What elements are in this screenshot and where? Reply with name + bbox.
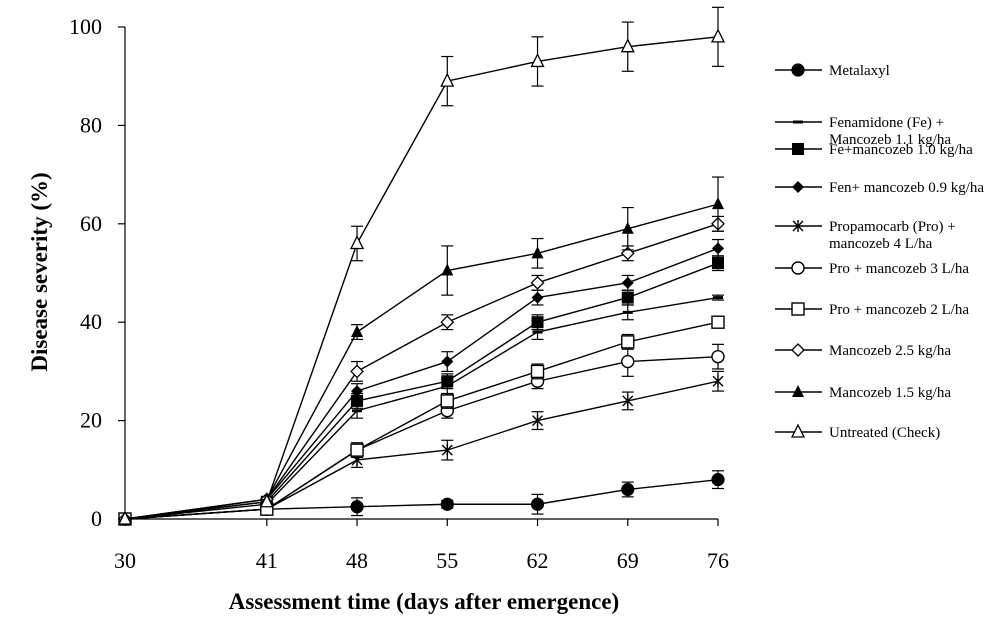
data-point xyxy=(530,52,545,68)
data-point xyxy=(712,197,724,210)
data-point xyxy=(440,315,455,330)
data-point xyxy=(712,257,724,270)
plot-area xyxy=(117,6,726,526)
data-point xyxy=(441,375,454,388)
data-point xyxy=(621,482,635,497)
data-point xyxy=(532,414,544,427)
y-tick-label: 0 xyxy=(91,506,102,531)
legend-marker xyxy=(791,63,805,77)
data-point xyxy=(621,335,635,349)
series-line xyxy=(124,36,719,520)
data-point xyxy=(441,444,453,457)
data-point xyxy=(712,375,724,388)
data-point xyxy=(351,325,364,338)
legend-marker xyxy=(792,181,804,193)
data-point xyxy=(531,246,544,259)
legend-marker xyxy=(791,302,805,316)
legend-label: Fen+ mancozeb 0.9 kg/ha xyxy=(829,180,984,196)
data-point xyxy=(350,443,364,457)
data-point xyxy=(531,291,544,304)
legend-entry-5: Pro + mancozeb 3 L/ha xyxy=(775,261,969,277)
legend-label: Metalaxyl xyxy=(829,63,890,79)
data-point xyxy=(440,394,454,408)
series-line xyxy=(124,223,719,520)
series-9 xyxy=(117,6,726,525)
data-point xyxy=(530,364,545,379)
series-line xyxy=(124,247,719,520)
data-point xyxy=(622,394,634,407)
data-point xyxy=(440,72,455,87)
legend-entry-9: Untreated (Check) xyxy=(775,423,940,441)
data-point xyxy=(350,364,364,379)
data-point xyxy=(711,315,725,329)
legend-entry-4: Propamocarb (Pro) + mancozeb 4 L/ha xyxy=(775,219,956,252)
legend-label: Mancozeb 1.5 kg/ha xyxy=(829,385,951,401)
y-tick-label: 100 xyxy=(69,14,102,39)
legend-entry-3: Fen+ mancozeb 0.9 kg/ha xyxy=(775,180,984,196)
series-1 xyxy=(120,294,724,521)
data-point xyxy=(711,349,725,364)
data-point xyxy=(351,385,364,398)
series-4 xyxy=(119,370,724,525)
x-tick-label: 41 xyxy=(256,548,278,573)
data-point xyxy=(710,28,726,43)
data-point xyxy=(711,473,725,487)
x-tick-label: 55 xyxy=(436,548,458,573)
data-point xyxy=(117,510,133,525)
data-point xyxy=(259,493,274,508)
legend-marker xyxy=(792,220,804,232)
data-point xyxy=(621,354,635,369)
data-point xyxy=(440,497,454,511)
series-0 xyxy=(118,470,725,526)
axes: 30 41 48 55 62 69 76 0 20 40 60 80 100 xyxy=(69,14,729,573)
legend-entry-1: Fenamidone (Fe) + Mancozeb 1.1 kg/ha xyxy=(775,115,951,148)
x-tick-label: 62 xyxy=(527,548,549,573)
y-tick-label: 60 xyxy=(80,211,102,236)
x-axis-title: Assessment time (days after emergence) xyxy=(229,589,619,614)
data-point xyxy=(621,276,634,289)
legend-label: Pro + mancozeb 2 L/ha xyxy=(829,302,969,318)
data-point xyxy=(620,38,635,53)
x-tick-label: 48 xyxy=(346,548,368,573)
x-tick-label: 30 xyxy=(114,548,136,573)
legend-entry-8: Mancozeb 1.5 kg/ha xyxy=(775,385,951,401)
legend: Metalaxyl Fenamidone (Fe) + Mancozeb 1.1 k… xyxy=(775,63,984,441)
series-8 xyxy=(119,176,724,524)
legend-marker xyxy=(791,261,805,275)
legend-label: Fe+mancozeb 1.0 kg/ha xyxy=(829,142,973,158)
legend-entry-6: Pro + mancozeb 2 L/ha xyxy=(775,302,969,318)
data-point xyxy=(531,316,544,329)
data-point xyxy=(621,291,634,304)
y-tick-label: 20 xyxy=(80,408,102,433)
y-axis-title: Disease severity (%) xyxy=(27,172,52,371)
y-tick-label: 40 xyxy=(80,309,102,334)
y-tick-label: 80 xyxy=(80,112,102,137)
legend-marker xyxy=(790,423,806,438)
data-point xyxy=(530,275,545,290)
data-point xyxy=(712,242,724,255)
legend-label: Pro + mancozeb 3 L/ha xyxy=(829,261,969,277)
data-point xyxy=(350,500,364,514)
legend-entry-7: Mancozeb 2.5 kg/ha xyxy=(775,343,951,359)
series-5 xyxy=(118,343,725,526)
legend-marker xyxy=(792,143,804,155)
legend-entry-0: Metalaxyl xyxy=(775,63,890,79)
data-point xyxy=(441,263,454,276)
data-point xyxy=(530,497,545,511)
legend-label: Fenamidone (Fe) + Mancozeb 1.1 kg/ha xyxy=(829,115,951,148)
legend-marker xyxy=(792,385,804,397)
x-tick-label: 69 xyxy=(617,548,639,573)
series-2 xyxy=(119,255,724,525)
legend-entry-2: Fe+mancozeb 1.0 kg/ha xyxy=(775,142,973,158)
x-tick-label: 76 xyxy=(707,548,729,573)
legend-label: Propamocarb (Pro) + mancozeb 4 L/ha xyxy=(829,219,956,252)
legend-label: Mancozeb 2.5 kg/ha xyxy=(829,343,951,359)
data-point xyxy=(621,221,634,234)
legend-marker xyxy=(791,343,805,357)
series-6 xyxy=(118,315,725,526)
legend-label: Untreated (Check) xyxy=(829,425,940,441)
data-point xyxy=(441,355,454,368)
data-point xyxy=(349,235,365,250)
